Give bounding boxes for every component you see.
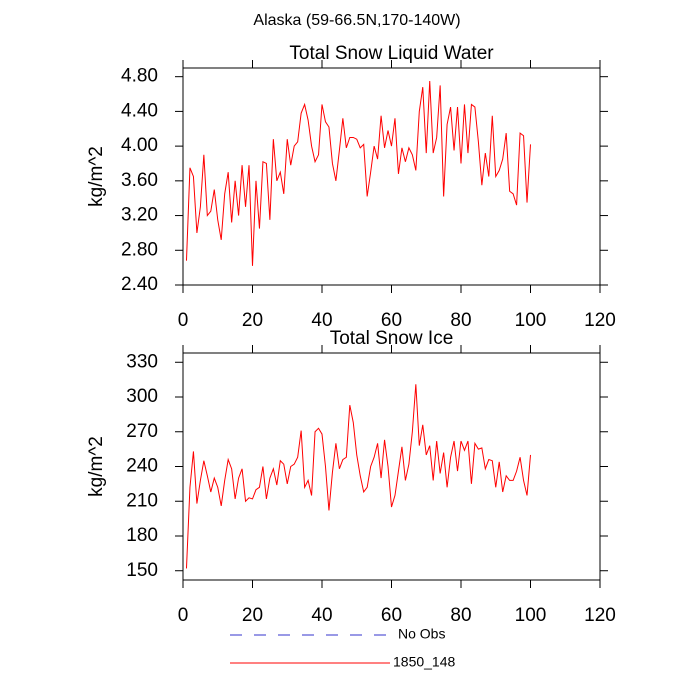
x-tick-label: 60 xyxy=(381,310,402,331)
x-tick-label: 0 xyxy=(178,605,189,626)
data-line xyxy=(185,384,531,569)
x-tick-label: 20 xyxy=(242,605,263,626)
y-tick-label: 4.00 xyxy=(121,135,158,156)
x-tick-label: 120 xyxy=(584,605,616,626)
panel-title: Total Snow Liquid Water xyxy=(289,43,494,64)
y-tick-label: 2.40 xyxy=(121,274,158,295)
y-axis-label: kg/m^2 xyxy=(86,146,107,207)
y-tick-label: 2.80 xyxy=(121,239,158,260)
y-tick-label: 210 xyxy=(126,490,158,511)
x-tick-label: 120 xyxy=(584,310,616,331)
y-axis-label: kg/m^2 xyxy=(86,436,107,497)
x-tick-label: 20 xyxy=(242,310,263,331)
y-tick-label: 240 xyxy=(126,456,158,477)
main-title: Alaska (59-66.5N,170-140W) xyxy=(253,12,460,29)
legend-label: No Obs xyxy=(398,626,445,642)
y-tick-label: 3.20 xyxy=(121,205,158,226)
plot-frame xyxy=(182,352,601,581)
x-tick-label: 80 xyxy=(450,605,471,626)
x-tick-label: 80 xyxy=(450,310,471,331)
legend-label: 1850_148 xyxy=(393,654,456,670)
x-tick-label: 100 xyxy=(515,310,547,331)
x-tick-label: 0 xyxy=(178,310,189,331)
x-tick-label: 40 xyxy=(311,605,332,626)
y-tick-label: 4.80 xyxy=(121,66,158,87)
plot-frame xyxy=(182,67,601,286)
y-tick-label: 300 xyxy=(126,386,158,407)
y-tick-label: 150 xyxy=(126,560,158,581)
y-tick-label: 270 xyxy=(126,421,158,442)
x-tick-label: 60 xyxy=(381,605,402,626)
panel-title: Total Snow Ice xyxy=(330,328,454,349)
x-tick-label: 100 xyxy=(515,605,547,626)
y-tick-label: 3.60 xyxy=(121,170,158,191)
data-line xyxy=(185,80,531,266)
y-tick-label: 330 xyxy=(126,351,158,372)
y-tick-label: 180 xyxy=(126,525,158,546)
y-tick-label: 4.40 xyxy=(121,100,158,121)
x-tick-label: 40 xyxy=(311,310,332,331)
